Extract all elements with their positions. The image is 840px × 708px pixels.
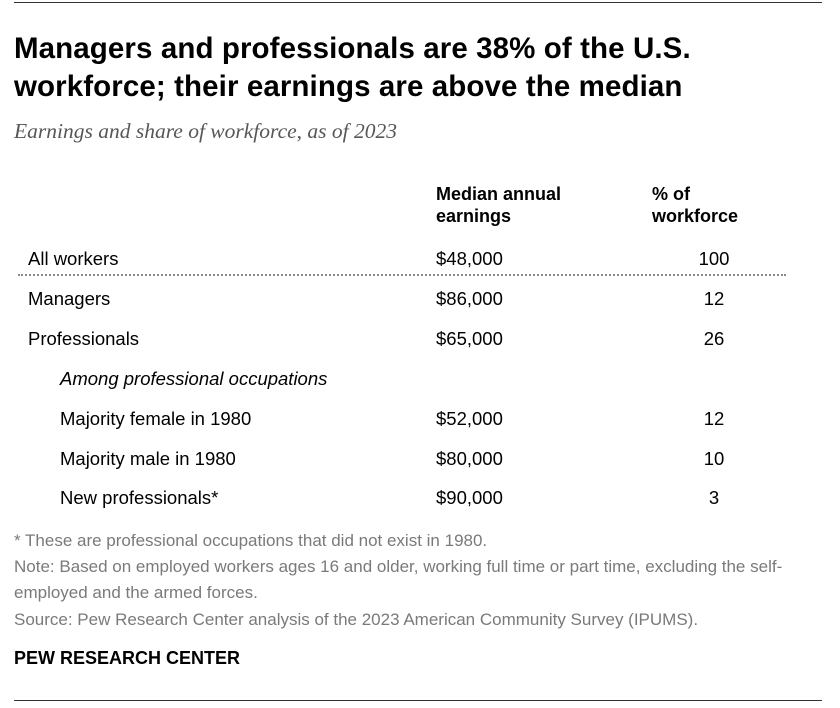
share-cell: 12: [703, 408, 725, 429]
row-label: Majority male in 1980: [60, 448, 236, 469]
table-row-all-workers: All workers $48,000 100: [0, 248, 840, 272]
table-row-majority-male: Majority male in 1980 $80,000 10: [0, 448, 840, 472]
subgroup-heading: Among professional occupations: [60, 368, 328, 389]
earnings-cell: $90,000: [436, 487, 503, 508]
table-row-new-professionals: New professionals* $90,000 3: [0, 487, 840, 511]
bottom-rule: [14, 700, 822, 701]
row-label: Managers: [28, 288, 111, 309]
method-note: Note: Based on employed workers ages 16 …: [14, 557, 783, 602]
earnings-cell: $48,000: [436, 248, 503, 269]
earnings-cell: $80,000: [436, 448, 503, 469]
source-note: Source: Pew Research Center analysis of …: [14, 610, 699, 629]
earnings-cell: $86,000: [436, 288, 503, 309]
row-label: New professionals*: [60, 487, 219, 508]
footnote: * These are professional occupations tha…: [14, 531, 488, 550]
top-rule: [14, 2, 822, 3]
row-label: Majority female in 1980: [60, 408, 252, 429]
earnings-cell: $52,000: [436, 408, 503, 429]
table-row-managers: Managers $86,000 12: [0, 288, 840, 312]
table-row-professionals: Professionals $65,000 26: [0, 328, 840, 352]
dotted-divider: [18, 274, 786, 276]
share-cell: 3: [708, 487, 720, 508]
chart-subtitle: Earnings and share of workforce, as of 2…: [14, 119, 398, 143]
row-label: All workers: [28, 248, 119, 269]
table-row-majority-female: Majority female in 1980 $52,000 12: [0, 408, 840, 432]
chart-title: Managers and professionals are 38% of th…: [14, 32, 691, 103]
column-header-share: % of workforce: [652, 184, 739, 226]
share-cell: 10: [703, 448, 725, 469]
share-cell: 100: [698, 248, 730, 269]
share-cell: 26: [703, 328, 725, 349]
brand-wordmark: PEW RESEARCH CENTER: [14, 648, 241, 668]
table-row-subheader: Among professional occupations: [0, 368, 840, 392]
row-label: Professionals: [28, 328, 140, 349]
share-cell: 12: [703, 288, 725, 309]
column-header-earnings: Median annual earnings: [436, 184, 562, 226]
earnings-cell: $65,000: [436, 328, 503, 349]
